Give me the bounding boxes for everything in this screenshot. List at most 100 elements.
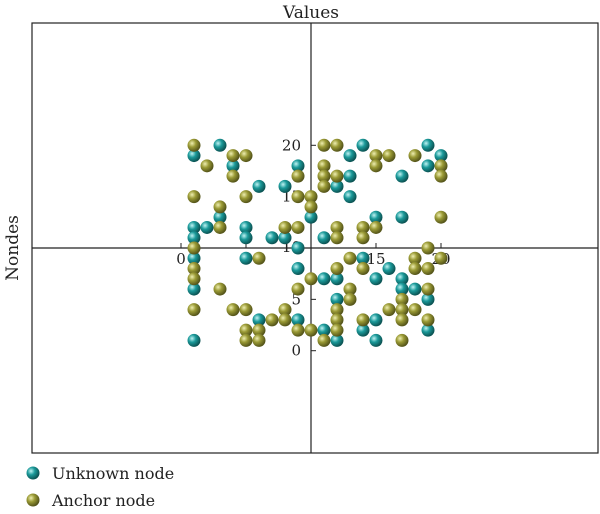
anchor-node-point — [239, 333, 253, 347]
anchor-node-point — [343, 282, 357, 296]
anchor-node-point — [226, 303, 240, 317]
unknown-node-point — [434, 149, 448, 163]
unknown-node-point — [369, 313, 383, 327]
unknown-node-point — [278, 179, 292, 193]
anchor-node-point — [304, 323, 318, 337]
anchor-node-point — [317, 179, 331, 193]
anchor-node-point — [356, 231, 370, 245]
anchor-node-point — [317, 169, 331, 183]
unknown-node-point — [187, 220, 201, 234]
chart-title: Values — [282, 3, 339, 23]
anchor-node-point — [330, 323, 344, 337]
unknown-node-point — [239, 251, 253, 265]
anchor-node-point — [317, 159, 331, 173]
anchor-node-point — [369, 220, 383, 234]
unknown-node-point — [330, 333, 344, 347]
x-tick-label: 0 — [176, 250, 186, 268]
unknown-node-point — [421, 323, 435, 337]
y-tick-label: 0 — [291, 342, 301, 360]
anchor-node-point — [291, 220, 305, 234]
unknown-node-point — [317, 272, 331, 286]
data-points — [187, 138, 448, 347]
anchor-node-point — [239, 323, 253, 337]
unknown-node-point — [317, 231, 331, 245]
anchor-node-point — [356, 220, 370, 234]
unknown-node-point — [187, 282, 201, 296]
unknown-node-point — [265, 231, 279, 245]
anchor-node-point — [252, 251, 266, 265]
anchor-node-point — [395, 313, 409, 327]
anchor-node-point — [187, 190, 201, 204]
anchor-node-point — [239, 303, 253, 317]
unknown-node-point — [421, 292, 435, 306]
anchor-node-point — [421, 282, 435, 296]
unknown-node-point — [291, 313, 305, 327]
unknown-node-point — [330, 272, 344, 286]
anchor-node-point — [291, 190, 305, 204]
anchor-node-point — [187, 138, 201, 152]
anchor-node-point — [408, 262, 422, 276]
anchor-node-point — [330, 231, 344, 245]
unknown-node-point — [330, 292, 344, 306]
anchor-node-point — [252, 333, 266, 347]
anchor-node-point — [213, 282, 227, 296]
unknown-node-point — [252, 179, 266, 193]
legend-unknown-label: Unknown node — [52, 464, 174, 483]
anchor-node-point — [434, 251, 448, 265]
unknown-node-point — [343, 190, 357, 204]
legend: Unknown node Anchor node — [26, 464, 174, 510]
anchor-node-point — [356, 313, 370, 327]
y-axis-label: Nondes — [3, 215, 23, 281]
unknown-node-point — [343, 149, 357, 163]
anchor-node-point — [265, 313, 279, 327]
unknown-node-point — [369, 272, 383, 286]
anchor-node-point — [304, 272, 318, 286]
anchor-node-point — [330, 169, 344, 183]
anchor-node-point — [330, 138, 344, 152]
anchor-node-point — [252, 323, 266, 337]
unknown-node-point — [395, 272, 409, 286]
anchor-node-point — [330, 262, 344, 276]
unknown-node-point — [278, 231, 292, 245]
anchor-node-point — [291, 282, 305, 296]
anchor-node-point — [291, 323, 305, 337]
anchor-node-point — [395, 303, 409, 317]
anchor-node-point — [239, 149, 253, 163]
anchor-node-point — [278, 313, 292, 327]
anchor-node-point — [304, 200, 318, 214]
unknown-node-point — [317, 323, 331, 337]
y-tick-label: 20 — [282, 136, 301, 154]
anchor-node-point — [226, 149, 240, 163]
unknown-node-point — [291, 159, 305, 173]
anchor-node-point — [239, 190, 253, 204]
unknown-node-point — [382, 262, 396, 276]
unknown-node-point — [369, 210, 383, 224]
unknown-node-point — [187, 231, 201, 245]
anchor-node-point — [187, 303, 201, 317]
unknown-node-point — [304, 210, 318, 224]
unknown-node-point — [187, 149, 201, 163]
anchor-node-point — [343, 292, 357, 306]
anchor-node-point — [369, 149, 383, 163]
unknown-node-point — [395, 282, 409, 296]
unknown-node-point — [343, 169, 357, 183]
anchor-node-point — [317, 138, 331, 152]
anchor-node-point — [382, 149, 396, 163]
unknown-node-point — [291, 241, 305, 255]
legend-anchor-marker — [26, 493, 40, 507]
unknown-node-point — [408, 282, 422, 296]
anchor-node-point — [421, 313, 435, 327]
anchor-node-point — [226, 169, 240, 183]
unknown-node-point — [369, 333, 383, 347]
anchor-node-point — [200, 159, 214, 173]
anchor-node-point — [213, 200, 227, 214]
anchor-node-point — [278, 220, 292, 234]
anchor-node-point — [434, 210, 448, 224]
anchor-node-point — [369, 159, 383, 173]
unknown-node-point — [356, 323, 370, 337]
unknown-node-point — [239, 231, 253, 245]
unknown-node-point — [356, 251, 370, 265]
anchor-node-point — [408, 149, 422, 163]
anchor-node-point — [304, 190, 318, 204]
anchor-node-point — [317, 333, 331, 347]
